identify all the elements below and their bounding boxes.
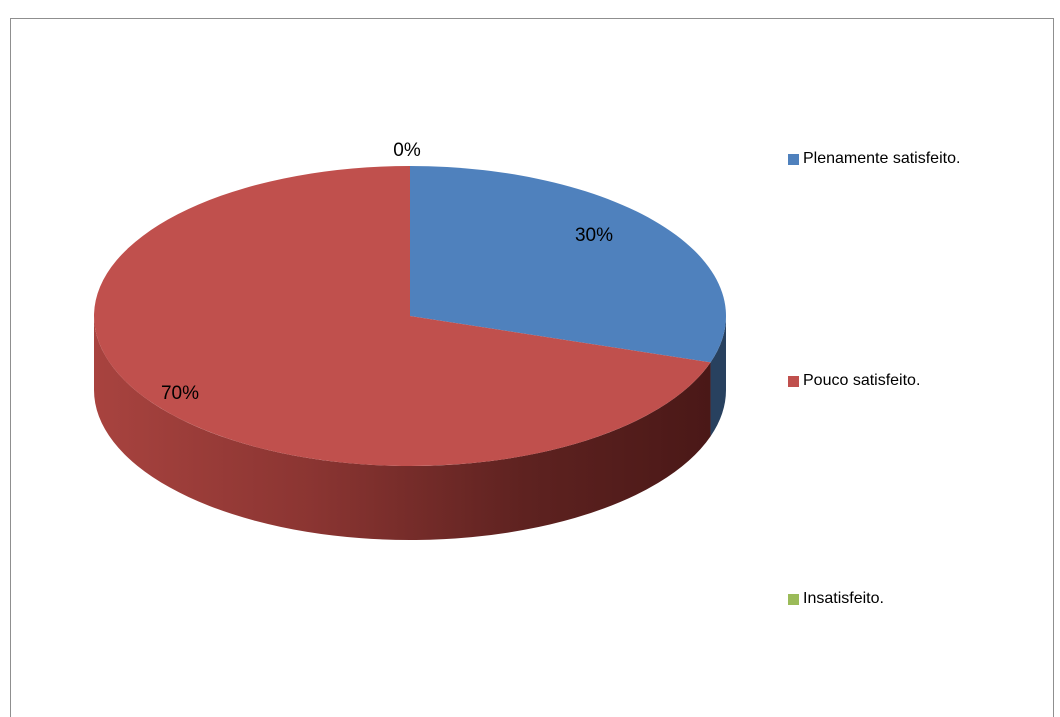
legend-swatch-blue [788,153,799,165]
chart-frame [10,18,1054,717]
data-label-2: 0% [393,140,421,161]
legend-label: Pouco satisfeito. [803,372,921,389]
pie-side-0 [710,316,726,437]
legend-label: Insatisfeito. [803,590,884,607]
legend-item-insatisfeito: Insatisfeito. [788,590,884,608]
pie-slice-0 [410,166,727,363]
data-label-1: 70% [161,383,199,404]
pie-slice-1 [94,166,711,466]
legend: Plenamente satisfeito. Pouco satisfeito.… [788,0,1048,717]
legend-item-plenamente: Plenamente satisfeito. [788,150,960,168]
pie-side-1 [94,316,711,540]
legend-label: Plenamente satisfeito. [803,150,961,167]
legend-item-pouco: Pouco satisfeito. [788,372,920,390]
legend-swatch-green [788,593,799,605]
data-label-0: 30% [575,225,613,246]
legend-swatch-red [788,375,799,387]
